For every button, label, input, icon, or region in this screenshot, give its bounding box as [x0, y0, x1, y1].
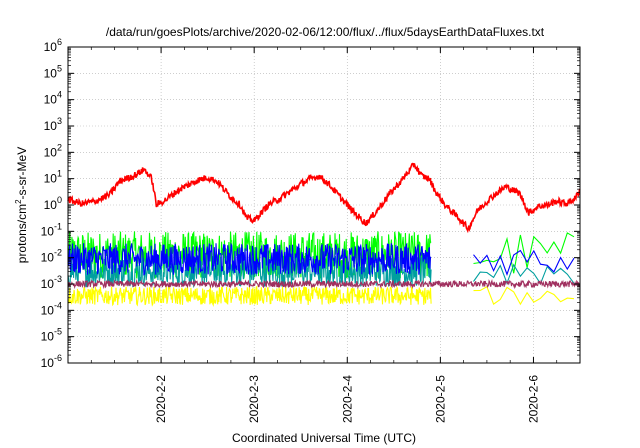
- y-tick-base: 10: [41, 251, 55, 265]
- x-axis-label: Coordinated Universal Time (UTC): [232, 431, 416, 445]
- series-line-3: [67, 285, 575, 308]
- y-tick-label: 10-1: [41, 221, 62, 238]
- series-line-1: [67, 253, 575, 289]
- y-tick-exponent: 2: [57, 142, 62, 152]
- y-tick-base: 10: [44, 40, 58, 54]
- x-tick-label: 2020-2-6: [526, 375, 540, 423]
- y-tick-exponent: 4: [57, 90, 62, 100]
- y-tick-label: 105: [44, 63, 62, 80]
- y-axis-label-tail: -s-sr-MeV: [15, 147, 29, 200]
- y-tick-exponent: 3: [57, 116, 62, 126]
- x-tick-label: 2020-2-3: [247, 375, 261, 423]
- grid-lines: [68, 47, 580, 363]
- data-series: [67, 162, 581, 308]
- y-axis-label: protons/cm2-s-sr-MeV: [14, 147, 29, 263]
- y-tick-exponent: -1: [54, 221, 62, 231]
- y-tick-exponent: 1: [57, 169, 62, 179]
- y-tick-label: 103: [44, 116, 62, 133]
- y-tick-exponent: 6: [57, 37, 62, 47]
- series-line-red: [67, 162, 581, 234]
- y-tick-label: 106: [44, 37, 62, 54]
- series-line-4: [67, 278, 580, 290]
- y-tick-label: 10-2: [41, 248, 62, 265]
- y-tick-base: 10: [44, 66, 58, 80]
- y-tick-label: 10-5: [41, 327, 62, 344]
- y-tick-exponent: 0: [57, 195, 62, 205]
- y-tick-base: 10: [41, 303, 55, 317]
- x-tick-label: 2020-2-5: [433, 375, 447, 423]
- y-tick-label: 104: [44, 90, 62, 107]
- y-tick-exponent: -5: [54, 327, 62, 337]
- y-tick-exponent: -3: [54, 274, 62, 284]
- x-tick-label: 2020-2-2: [154, 375, 168, 423]
- y-tick-label: 10-3: [41, 274, 62, 291]
- y-tick-base: 10: [41, 277, 55, 291]
- y-tick-base: 10: [44, 119, 58, 133]
- y-tick-base: 10: [44, 145, 58, 159]
- y-tick-label: 10-6: [41, 353, 62, 370]
- y-tick-exponent: -4: [54, 300, 62, 310]
- chart-title: /data/run/goesPlots/archive/2020-02-06/1…: [106, 25, 545, 39]
- y-tick-base: 10: [41, 356, 55, 370]
- y-axis-label-base: protons/cm: [15, 204, 29, 263]
- y-axis: 10610510410310210110010-110-210-310-410-…: [41, 37, 580, 370]
- y-tick-base: 10: [44, 198, 58, 212]
- y-tick-base: 10: [41, 224, 55, 238]
- y-tick-label: 100: [44, 195, 62, 212]
- y-tick-base: 10: [41, 330, 55, 344]
- y-tick-label: 10-4: [41, 300, 62, 317]
- y-tick-exponent: -6: [54, 353, 62, 363]
- y-tick-exponent: 5: [57, 63, 62, 73]
- series-line-2: [67, 242, 575, 276]
- y-tick-label: 102: [44, 142, 62, 159]
- y-tick-base: 10: [44, 172, 58, 186]
- x-axis: 2020-2-2 2020-2-3 2020-2-4 2020-2-5 2020-2-6: [90, 47, 581, 423]
- y-tick-label: 101: [44, 169, 62, 186]
- y-tick-exponent: -2: [54, 248, 62, 258]
- y-tick-base: 10: [44, 93, 58, 107]
- x-tick-label: 2020-2-4: [340, 375, 354, 423]
- y-axis-label-sup: 2: [14, 199, 23, 204]
